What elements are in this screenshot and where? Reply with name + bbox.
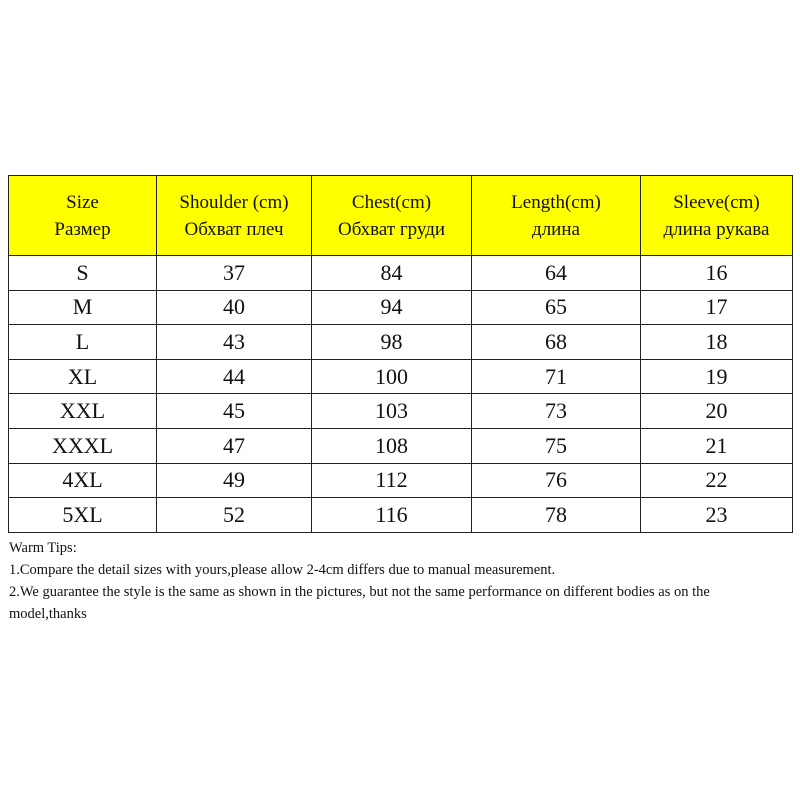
table-cell: 16 xyxy=(640,255,793,291)
header-en: Size xyxy=(66,191,99,213)
table-cell: 52 xyxy=(156,497,312,533)
table-cell: 71 xyxy=(471,358,641,395)
table-cell: 76 xyxy=(471,462,641,499)
table-cell: 18 xyxy=(640,324,793,360)
table-cell: 45 xyxy=(156,393,312,429)
table-cell: XL xyxy=(8,358,157,395)
warm-tips: Warm Tips: 1.Compare the detail sizes wi… xyxy=(9,537,789,625)
table-cell: 19 xyxy=(640,358,793,395)
table-cell: 47 xyxy=(156,427,312,464)
table-cell: 21 xyxy=(640,427,793,464)
table-row: 4XL 49 112 76 22 xyxy=(8,462,793,499)
header-ru: длина рукава xyxy=(663,218,770,240)
table-cell: 44 xyxy=(156,358,312,395)
column-header: Length(cm) длина xyxy=(471,175,641,256)
header-ru: Обхват груди xyxy=(337,218,446,240)
table-cell: L xyxy=(8,324,157,360)
table-cell: 37 xyxy=(156,255,312,291)
column-header: Shoulder (cm) Обхват плеч xyxy=(156,175,312,256)
table-row: 5XL 52 116 78 23 xyxy=(8,497,793,533)
table-cell: 68 xyxy=(471,324,641,360)
table-cell: 98 xyxy=(311,324,472,360)
table-row: S 37 84 64 16 xyxy=(8,255,793,291)
header-en: Chest(cm) xyxy=(351,191,432,213)
table-cell: 116 xyxy=(311,497,472,533)
table-row: XXXL 47 108 75 21 xyxy=(8,427,793,464)
table-cell: S xyxy=(8,255,157,291)
table-cell: 100 xyxy=(311,358,472,395)
size-chart-table: Size Размер Shoulder (cm) Обхват плеч Chest(… xyxy=(8,175,793,533)
header-en: Length(cm) xyxy=(511,191,601,213)
table-row: XL 44 100 71 19 xyxy=(8,358,793,395)
table-cell: 78 xyxy=(471,497,641,533)
table-cell: XXXL xyxy=(8,427,157,464)
table-cell: 73 xyxy=(471,393,641,429)
table-row: M 40 94 65 17 xyxy=(8,289,793,326)
table-row: L 43 98 68 18 xyxy=(8,324,793,360)
column-header: Size Размер xyxy=(8,175,157,256)
table-cell: 75 xyxy=(471,427,641,464)
table-cell: 64 xyxy=(471,255,641,291)
table-cell: 49 xyxy=(156,462,312,499)
header-row: Size Размер Shoulder (cm) Обхват плеч Chest(… xyxy=(8,175,793,256)
tips-title: Warm Tips: xyxy=(9,540,77,556)
table-cell: XXL xyxy=(8,393,157,429)
header-en: Sleeve(cm) xyxy=(673,191,760,213)
header-ru: длина xyxy=(532,218,580,240)
tip-1: 1.Compare the detail sizes with yours,pl… xyxy=(9,562,556,578)
table-cell: 5XL xyxy=(8,497,157,533)
table-cell: 22 xyxy=(640,462,793,499)
table-cell: 20 xyxy=(640,393,793,429)
table-cell: 94 xyxy=(311,289,472,326)
table-cell: M xyxy=(8,289,157,326)
table-cell: 84 xyxy=(311,255,472,291)
table-cell: 4XL xyxy=(8,462,157,499)
column-header: Chest(cm) Обхват груди xyxy=(311,175,472,256)
header-ru: Размер xyxy=(54,218,111,240)
table-row: XXL 45 103 73 20 xyxy=(8,393,793,429)
table-cell: 43 xyxy=(156,324,312,360)
header-ru: Обхват плеч xyxy=(184,218,284,240)
table-cell: 65 xyxy=(471,289,641,326)
table-cell: 23 xyxy=(640,497,793,533)
table-cell: 103 xyxy=(311,393,472,429)
header-en: Shoulder (cm) xyxy=(179,191,289,213)
table-cell: 108 xyxy=(311,427,472,464)
column-header: Sleeve(cm) длина рукава xyxy=(640,175,793,256)
table-cell: 112 xyxy=(311,462,472,499)
tip-2: 2.We guarantee the style is the same as … xyxy=(9,584,710,622)
table-cell: 40 xyxy=(156,289,312,326)
table-cell: 17 xyxy=(640,289,793,326)
